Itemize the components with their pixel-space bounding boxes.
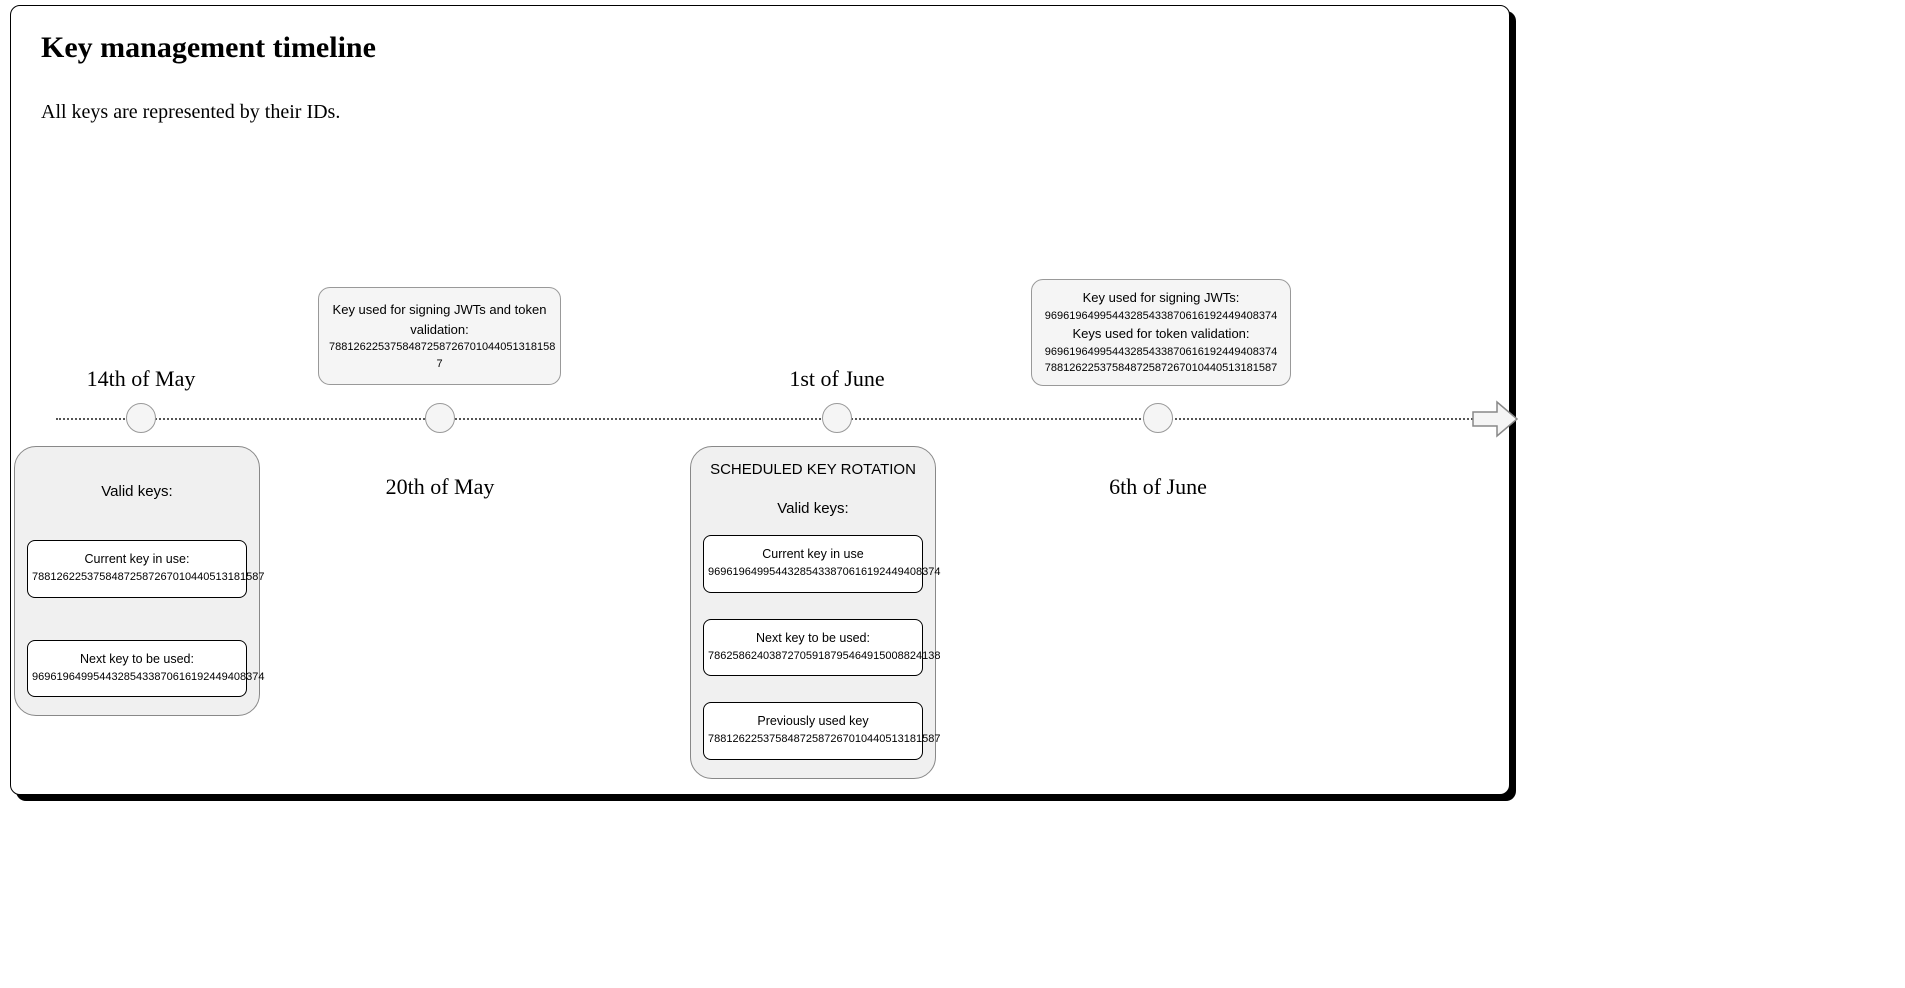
card-jun1-header: SCHEDULED KEY ROTATION <box>699 461 927 478</box>
card-jun1-box3: Previously used key 78812622537584872587… <box>703 702 923 760</box>
card-jun1-box1-id: 96961964995443285433870616192449408374 <box>708 564 918 582</box>
info-jun6-id3: 78812622537584872587267010440513181587 <box>1038 360 1284 377</box>
info-jun6-id2: 96961964995443285433870616192449408374 <box>1038 344 1284 361</box>
page-subtitle: All keys are represented by their IDs. <box>41 101 340 124</box>
info-jun6-id1: 96961964995443285433870616192449408374 <box>1038 308 1284 325</box>
card-jun1-box1: Current key in use 969619649954432854338… <box>703 535 923 593</box>
info-may20-line1: Key used for signing JWTs and token <box>333 302 547 317</box>
card-may14-box1-label: Current key in use: <box>32 549 242 569</box>
diagram-frame: Key management timeline All keys are rep… <box>10 5 1510 795</box>
info-may20-id1: 7881262253758487258726701044051318158​7 <box>329 339 550 372</box>
card-jun1: SCHEDULED KEY ROTATION Valid keys: Curre… <box>690 446 936 779</box>
timeline-date-4: 6th of June <box>1109 474 1207 500</box>
card-jun1-box2-label: Next key to be used: <box>708 628 918 648</box>
timeline-date-1: 14th of May <box>87 366 196 392</box>
card-may14-section-title: Valid keys: <box>23 483 251 500</box>
info-may20-line2: validation: <box>410 322 469 337</box>
timeline-node-2 <box>425 403 455 433</box>
info-jun6-line2: Keys used for token validation: <box>1072 326 1249 341</box>
arrow-icon <box>1471 398 1519 445</box>
card-jun1-section-title: Valid keys: <box>699 500 927 517</box>
card-may14-box1: Current key in use: 78812622537584872587… <box>27 540 247 598</box>
card-may14: Valid keys: Current key in use: 78812622… <box>14 446 260 716</box>
info-box-may20: Key used for signing JWTs and token vali… <box>318 287 561 385</box>
card-jun1-box1-label: Current key in use <box>708 544 918 564</box>
timeline-node-4 <box>1143 403 1173 433</box>
card-may14-box2-label: Next key to be used: <box>32 649 242 669</box>
timeline-node-1 <box>126 403 156 433</box>
timeline-date-3: 1st of June <box>789 366 884 392</box>
card-may14-box2: Next key to be used: 9696196499544328543… <box>27 640 247 698</box>
card-jun1-box3-label: Previously used key <box>708 711 918 731</box>
timeline-node-3 <box>822 403 852 433</box>
card-may14-box2-id: 96961964995443285433870616192449408374 <box>32 669 242 687</box>
card-jun1-box2-id: 78625862403872705918795464915008824138 <box>708 648 918 666</box>
page-title: Key management timeline <box>41 31 376 65</box>
info-jun6-line1: Key used for signing JWTs: <box>1083 290 1240 305</box>
card-jun1-box2: Next key to be used: 7862586240387270591… <box>703 619 923 677</box>
timeline-axis <box>56 418 1476 420</box>
info-box-jun6: Key used for signing JWTs: 9696196499544… <box>1031 279 1291 386</box>
card-may14-box1-id: 78812622537584872587267010440513181587 <box>32 569 242 587</box>
timeline-date-2: 20th of May <box>386 474 495 500</box>
card-jun1-box3-id: 78812622537584872587267010440513181587 <box>708 731 918 749</box>
